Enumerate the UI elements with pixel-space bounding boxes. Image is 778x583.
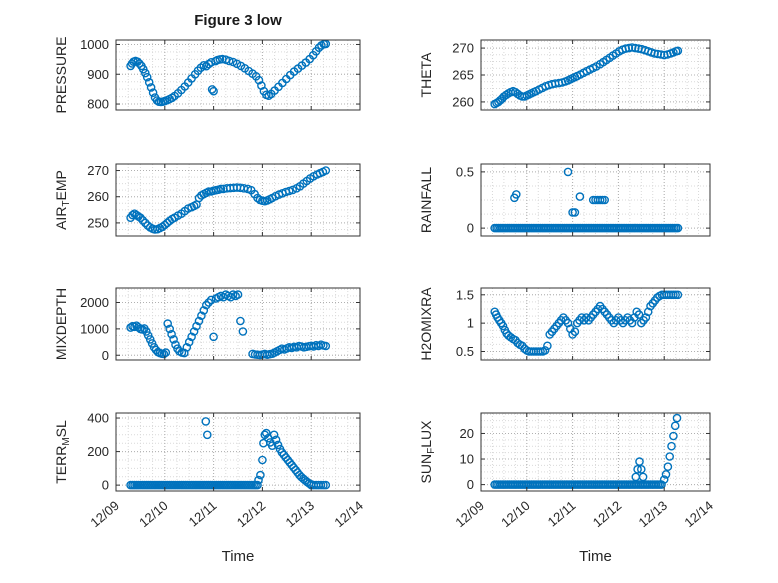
y-axis-label-theta: THETA <box>418 52 434 98</box>
tick-marks <box>480 40 711 110</box>
series-markers <box>490 43 683 109</box>
svg-text:250: 250 <box>87 215 109 230</box>
x-axis-label-right: Time <box>579 548 612 565</box>
svg-text:0.5: 0.5 <box>456 344 474 359</box>
svg-text:1000: 1000 <box>80 321 109 336</box>
svg-text:12/09: 12/09 <box>452 498 487 530</box>
y-axis-label-air-temp: AIRTEMP <box>53 170 72 230</box>
x-tick-labels: 12/09 12/10 12/11 12/12 12/13 12/14 <box>452 498 716 530</box>
y-tick-labels: 250 260 270 <box>87 163 109 230</box>
tick-marks <box>480 288 711 360</box>
subplot-sun-flux: 0 10 20 12/09 12/10 12/11 12/12 12/13 12/14 SUNFL… <box>418 412 716 530</box>
x-axis-label-left: Time <box>221 548 255 565</box>
svg-text:200: 200 <box>87 444 109 459</box>
series-markers <box>126 166 331 234</box>
svg-text:2000: 2000 <box>80 295 109 310</box>
subplot-terr-msl: 0 200 400 12/09 12/10 12/11 12/12 12/13 12/14 TER… <box>53 411 366 531</box>
series-markers <box>126 39 331 107</box>
y-axis-label-rainfall: RAINFALL <box>418 167 434 233</box>
tick-marks <box>115 40 361 110</box>
x-tick-labels: 12/09 12/10 12/11 12/12 12/13 12/14 <box>87 498 366 530</box>
series-markers <box>490 167 683 233</box>
y-tick-labels: 0.5 1 1.5 <box>456 287 474 359</box>
figure-title: Figure 3 low <box>194 12 282 29</box>
svg-text:0: 0 <box>467 221 474 236</box>
svg-text:270: 270 <box>452 41 474 56</box>
svg-text:0: 0 <box>467 477 474 492</box>
svg-text:12/13: 12/13 <box>283 498 318 530</box>
svg-text:12/09: 12/09 <box>87 498 122 530</box>
svg-text:12/12: 12/12 <box>234 498 269 530</box>
y-axis-label-sun-flux: SUNFLUX <box>418 420 437 484</box>
tick-marks <box>480 413 711 491</box>
axes-frame <box>480 163 711 237</box>
series-markers <box>126 290 331 360</box>
svg-text:260: 260 <box>87 189 109 204</box>
y-tick-labels: 0 1000 2000 <box>80 295 109 363</box>
y-axis-label-terr-msl: TERRMSL <box>53 420 72 484</box>
svg-text:10: 10 <box>460 452 474 467</box>
svg-text:0.5: 0.5 <box>456 164 474 179</box>
y-axis-label-mixdepth: MIXDEPTH <box>53 288 69 360</box>
series-markers <box>490 413 682 489</box>
axes-frame <box>480 287 711 361</box>
y-tick-labels: 260 265 270 <box>452 41 474 110</box>
subplot-air-temp: 250 260 270 AIRTEMP <box>53 163 361 237</box>
axes-frame <box>115 163 361 237</box>
svg-text:800: 800 <box>87 97 109 112</box>
major-grid <box>480 40 711 110</box>
tick-marks <box>115 164 361 236</box>
svg-text:12/14: 12/14 <box>331 498 366 530</box>
y-tick-labels: 0 10 20 <box>460 426 474 492</box>
subplot-pressure: 800 900 1000 PRESSURE <box>53 36 361 114</box>
y-tick-labels: 00.5 <box>456 164 474 235</box>
svg-text:260: 260 <box>452 94 474 109</box>
svg-text:265: 265 <box>452 68 474 83</box>
svg-text:12/14: 12/14 <box>681 498 716 530</box>
svg-text:400: 400 <box>87 411 109 426</box>
svg-text:12/11: 12/11 <box>545 498 579 530</box>
svg-text:12/12: 12/12 <box>590 498 625 530</box>
axes-frame <box>480 412 711 492</box>
svg-text:1000: 1000 <box>80 37 109 52</box>
y-tick-labels: 800 900 1000 <box>80 37 109 112</box>
y-axis-label-pressure: PRESSURE <box>53 36 69 113</box>
svg-text:12/13: 12/13 <box>636 498 671 530</box>
subplot-theta: 260 265 270 THETA <box>418 39 711 111</box>
series-markers <box>490 290 683 356</box>
subplot-mixdepth: 0 1000 2000 MIXDEPTH <box>53 287 361 363</box>
y-tick-labels: 0 200 400 <box>87 411 109 493</box>
series-markers <box>126 417 331 490</box>
svg-text:900: 900 <box>87 67 109 82</box>
tick-marks <box>480 164 711 236</box>
axes-frame <box>115 287 361 361</box>
svg-text:270: 270 <box>87 163 109 178</box>
y-axis-label-h2omixra: H2OMIXRA <box>418 287 434 361</box>
tick-marks <box>115 288 361 360</box>
axes-frame <box>115 39 361 111</box>
svg-text:1: 1 <box>467 316 474 331</box>
svg-text:12/11: 12/11 <box>186 498 220 530</box>
svg-text:1.5: 1.5 <box>456 287 474 302</box>
subplot-h2omixra: 0.5 1 1.5 H2OMIXRA <box>418 287 711 361</box>
tick-marks <box>115 413 361 491</box>
svg-text:12/10: 12/10 <box>498 498 533 530</box>
svg-text:12/10: 12/10 <box>136 498 171 530</box>
svg-text:20: 20 <box>460 426 474 441</box>
svg-text:0: 0 <box>102 348 109 363</box>
svg-text:0: 0 <box>102 478 109 493</box>
